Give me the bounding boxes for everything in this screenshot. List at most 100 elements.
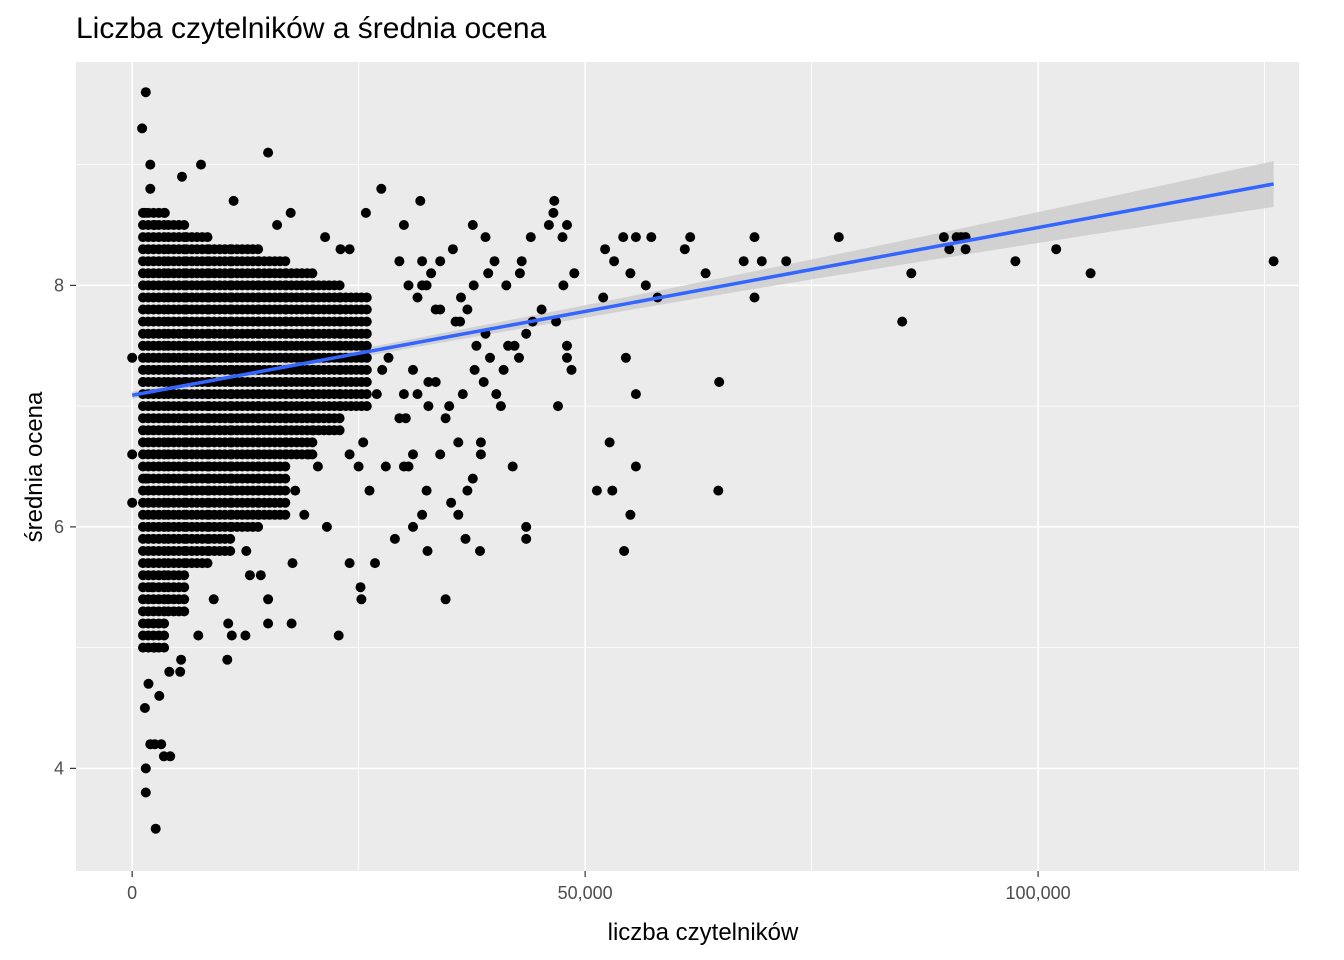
data-point xyxy=(159,630,170,641)
data-point xyxy=(558,280,569,291)
data-point xyxy=(179,220,190,230)
data-point xyxy=(364,485,375,496)
data-point xyxy=(423,401,434,412)
data-point xyxy=(355,582,366,593)
data-point xyxy=(164,666,175,677)
data-point xyxy=(471,340,482,351)
data-point xyxy=(498,364,509,375)
data-point xyxy=(312,461,323,472)
data-point xyxy=(241,546,252,556)
data-point xyxy=(713,485,724,496)
data-point xyxy=(738,256,749,267)
data-point xyxy=(553,401,563,412)
data-point xyxy=(551,316,562,327)
data-point xyxy=(960,244,971,255)
data-point xyxy=(456,292,466,303)
data-point xyxy=(516,256,527,267)
data-point xyxy=(1051,244,1062,255)
data-point xyxy=(361,340,372,351)
y-tick-label: 4 xyxy=(54,758,64,778)
data-point xyxy=(280,485,291,496)
data-point xyxy=(491,389,502,400)
data-point xyxy=(897,316,908,327)
data-point xyxy=(598,292,609,303)
data-point xyxy=(423,377,434,387)
data-point xyxy=(140,787,151,798)
data-point xyxy=(421,485,432,496)
data-point xyxy=(280,473,291,484)
data-point xyxy=(447,244,458,255)
data-point xyxy=(244,570,255,581)
data-point xyxy=(398,461,409,472)
data-point xyxy=(225,533,236,544)
data-point xyxy=(507,461,518,472)
data-point xyxy=(280,509,291,520)
x-tick-label: 0 xyxy=(127,883,137,903)
data-point xyxy=(548,207,559,218)
data-point xyxy=(127,352,138,363)
data-point xyxy=(833,232,844,243)
data-point xyxy=(202,232,213,243)
data-point xyxy=(156,739,167,750)
data-point xyxy=(549,195,560,206)
data-point xyxy=(287,558,298,569)
data-point xyxy=(489,256,500,267)
data-point xyxy=(175,666,186,677)
y-tick-label: 6 xyxy=(54,517,64,537)
data-point xyxy=(403,280,414,291)
data-point xyxy=(483,268,494,279)
data-point xyxy=(127,449,138,460)
data-point xyxy=(139,703,150,713)
data-point xyxy=(179,594,190,605)
data-point xyxy=(334,413,345,424)
data-point xyxy=(380,461,391,472)
data-point xyxy=(253,521,264,532)
data-point xyxy=(525,232,536,243)
data-point xyxy=(435,304,446,315)
data-point xyxy=(253,244,264,255)
y-axis-title: średnia ocena xyxy=(21,391,48,542)
data-point xyxy=(640,280,651,291)
data-point xyxy=(335,244,346,255)
data-point xyxy=(383,352,394,363)
data-point xyxy=(223,618,234,629)
data-point xyxy=(421,280,432,291)
data-point xyxy=(444,401,455,412)
data-point xyxy=(320,232,331,243)
data-point xyxy=(467,220,478,230)
data-point xyxy=(177,171,187,182)
data-point xyxy=(467,473,478,484)
data-point xyxy=(618,232,629,243)
data-point xyxy=(179,570,190,581)
data-point xyxy=(370,558,380,569)
data-point xyxy=(435,256,446,267)
data-point xyxy=(333,630,344,641)
data-point xyxy=(426,268,437,279)
data-point xyxy=(377,364,388,375)
data-point xyxy=(389,533,400,544)
data-point xyxy=(394,256,405,267)
data-point xyxy=(371,389,382,400)
data-point xyxy=(600,244,611,255)
data-point xyxy=(159,618,170,629)
data-point xyxy=(485,352,495,363)
data-point xyxy=(263,594,274,605)
data-point xyxy=(630,389,641,400)
data-point xyxy=(514,352,524,363)
data-point xyxy=(179,606,190,617)
data-point xyxy=(321,521,332,532)
data-point xyxy=(630,461,641,472)
trend-line xyxy=(131,182,1274,397)
data-point xyxy=(307,268,318,279)
data-point xyxy=(455,316,466,327)
data-point xyxy=(165,751,176,762)
data-point xyxy=(422,546,433,556)
data-point xyxy=(159,207,170,218)
data-point xyxy=(179,582,190,593)
data-point xyxy=(475,546,485,556)
data-point xyxy=(562,220,572,230)
data-point xyxy=(150,823,161,834)
data-point xyxy=(361,401,372,412)
data-point xyxy=(604,437,615,448)
